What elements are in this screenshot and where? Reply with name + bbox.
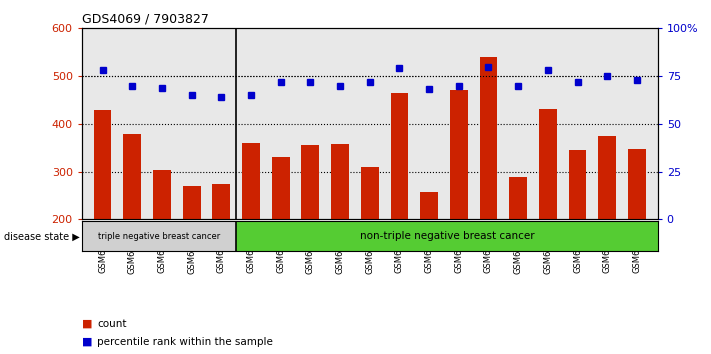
Bar xyxy=(360,167,379,219)
Bar xyxy=(153,170,171,219)
Bar xyxy=(213,184,230,219)
Bar xyxy=(569,150,587,219)
Text: ■: ■ xyxy=(82,337,92,347)
Bar xyxy=(479,57,498,219)
Text: percentile rank within the sample: percentile rank within the sample xyxy=(97,337,273,347)
Bar xyxy=(628,149,646,219)
Text: ■: ■ xyxy=(82,319,92,329)
Text: disease state ▶: disease state ▶ xyxy=(4,231,80,241)
Text: non-triple negative breast cancer: non-triple negative breast cancer xyxy=(360,231,534,241)
Bar xyxy=(539,109,557,219)
Bar xyxy=(598,136,616,219)
Bar xyxy=(123,135,141,219)
Text: GDS4069 / 7903827: GDS4069 / 7903827 xyxy=(82,13,208,26)
Bar xyxy=(82,221,236,251)
Bar xyxy=(450,91,468,219)
Bar xyxy=(331,144,349,219)
Text: count: count xyxy=(97,319,127,329)
Bar xyxy=(420,192,438,219)
Bar xyxy=(272,157,289,219)
Bar xyxy=(94,110,112,219)
Bar xyxy=(509,177,527,219)
Bar xyxy=(183,186,201,219)
Bar xyxy=(301,145,319,219)
Text: triple negative breast cancer: triple negative breast cancer xyxy=(98,232,220,241)
Bar xyxy=(390,93,408,219)
Bar xyxy=(242,143,260,219)
